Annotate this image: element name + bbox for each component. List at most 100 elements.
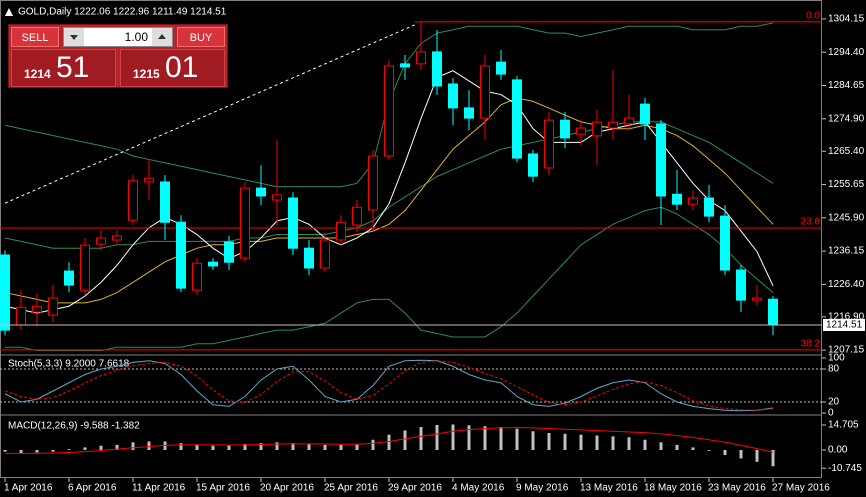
candle-body xyxy=(32,305,42,313)
y-tick-label: 1255.65 xyxy=(828,179,865,190)
macd-bar xyxy=(691,447,695,450)
candle-body xyxy=(256,187,266,197)
x-tick-label: 20 Apr 2016 xyxy=(260,483,314,494)
candle-body xyxy=(320,239,330,269)
y-tick-label: -10.745 xyxy=(828,463,862,474)
candle-body xyxy=(496,61,506,75)
candle-body xyxy=(80,244,90,291)
macd-bar xyxy=(275,442,279,450)
candle-body xyxy=(48,297,58,316)
x-tick-label: 4 May 2016 xyxy=(452,483,505,494)
macd-bar xyxy=(99,445,103,450)
one-click-trading-panel: SELL 1.00 BUY 1214 51 1215 01 xyxy=(8,24,228,88)
indicator-line xyxy=(5,427,774,454)
buy-quote[interactable]: 1215 01 xyxy=(120,49,225,87)
candle-body xyxy=(720,215,730,271)
candle-body xyxy=(336,221,346,241)
macd-bar xyxy=(771,449,775,467)
macd-bar xyxy=(67,449,71,450)
indicator-line xyxy=(4,360,774,411)
x-tick-label: 25 Apr 2016 xyxy=(324,483,378,494)
macd-bar xyxy=(291,443,295,450)
macd-bar xyxy=(259,443,263,450)
sell-button[interactable]: SELL xyxy=(11,27,59,47)
macd-bar xyxy=(611,436,615,450)
macd-bar xyxy=(547,432,551,450)
y-tick-label: 1236.15 xyxy=(828,246,865,257)
candle-body xyxy=(672,193,682,205)
candle-body xyxy=(240,187,250,259)
candle-body xyxy=(192,262,202,291)
macd-bar xyxy=(323,444,327,450)
candle-body xyxy=(144,177,154,183)
trendline xyxy=(4,24,415,204)
macd-bar xyxy=(451,424,455,450)
fibo-label: 0.0 xyxy=(806,10,820,21)
candle-body xyxy=(416,51,426,65)
macd-bar xyxy=(115,444,119,450)
lot-increase[interactable] xyxy=(152,28,172,46)
x-tick-label: 11 Apr 2016 xyxy=(132,483,186,494)
macd-bar xyxy=(211,445,215,450)
macd-bar xyxy=(419,427,423,450)
chart-frame xyxy=(0,0,822,478)
y-tick-label: 0 xyxy=(828,408,834,419)
macd-bar xyxy=(707,449,711,451)
macd-bar xyxy=(387,434,391,450)
y-tick-label: 1207.15 xyxy=(828,345,865,356)
chart-header: GOLD,Daily 1222.06 1222.96 1211.49 1214.… xyxy=(18,7,227,18)
price-tag-label: 1214.51 xyxy=(826,320,863,331)
x-tick-label: 6 Apr 2016 xyxy=(68,483,117,494)
candle-body xyxy=(384,65,394,157)
candle-body xyxy=(96,237,106,245)
stoch-title: Stoch(5,3,3) 9.2000 7.6618 xyxy=(8,359,130,370)
candle-body xyxy=(368,155,378,211)
x-tick-label: 18 May 2016 xyxy=(644,483,702,494)
x-tick-label: 1 Apr 2016 xyxy=(4,483,53,494)
candle-body xyxy=(0,254,10,331)
lot-value[interactable]: 1.00 xyxy=(124,30,148,44)
candle-body xyxy=(304,247,314,269)
candle-body xyxy=(544,119,554,169)
macd-bar xyxy=(227,445,231,450)
fibo-label: 38.2 xyxy=(801,339,821,350)
candle-body xyxy=(640,103,650,125)
macd-bar xyxy=(51,449,55,452)
sell-quote[interactable]: 1214 51 xyxy=(11,49,116,87)
candle-body xyxy=(432,51,442,87)
y-tick-label: 20 xyxy=(828,397,840,408)
bid-main: 1214 xyxy=(24,67,51,81)
y-tick-label: 1294.40 xyxy=(828,47,865,58)
y-tick-label: 80 xyxy=(828,364,840,375)
x-tick-label: 15 Apr 2016 xyxy=(196,483,250,494)
macd-bar xyxy=(595,435,599,450)
candle-body xyxy=(560,119,570,139)
candle-body xyxy=(576,127,586,135)
y-tick-label: 1284.65 xyxy=(828,80,865,91)
candle-body xyxy=(208,261,218,267)
x-tick-label: 29 Apr 2016 xyxy=(388,483,442,494)
candle-body xyxy=(704,197,714,217)
macd-title: MACD(12,26,9) -9.588 -1.382 xyxy=(8,421,140,432)
macd-bar xyxy=(195,444,199,450)
candle-body xyxy=(752,297,762,301)
macd-bar xyxy=(563,433,567,450)
buy-button[interactable]: BUY xyxy=(177,27,225,47)
candle-body xyxy=(400,63,410,68)
macd-bar xyxy=(435,424,439,450)
candle-body xyxy=(128,179,138,221)
macd-bar xyxy=(307,444,311,450)
lot-input[interactable]: 1.00 xyxy=(63,27,173,47)
x-tick-label: 27 May 2016 xyxy=(772,483,830,494)
candle-body xyxy=(16,306,26,326)
lot-decrease[interactable] xyxy=(64,28,84,46)
macd-bar xyxy=(499,427,503,450)
y-tick-label: 100 xyxy=(828,353,845,364)
candle-body xyxy=(64,270,74,286)
candle-body xyxy=(480,65,490,119)
x-tick-label: 13 May 2016 xyxy=(580,483,638,494)
candle-body xyxy=(352,206,362,226)
macd-bar xyxy=(131,442,135,450)
x-tick-label: 23 May 2016 xyxy=(708,483,766,494)
